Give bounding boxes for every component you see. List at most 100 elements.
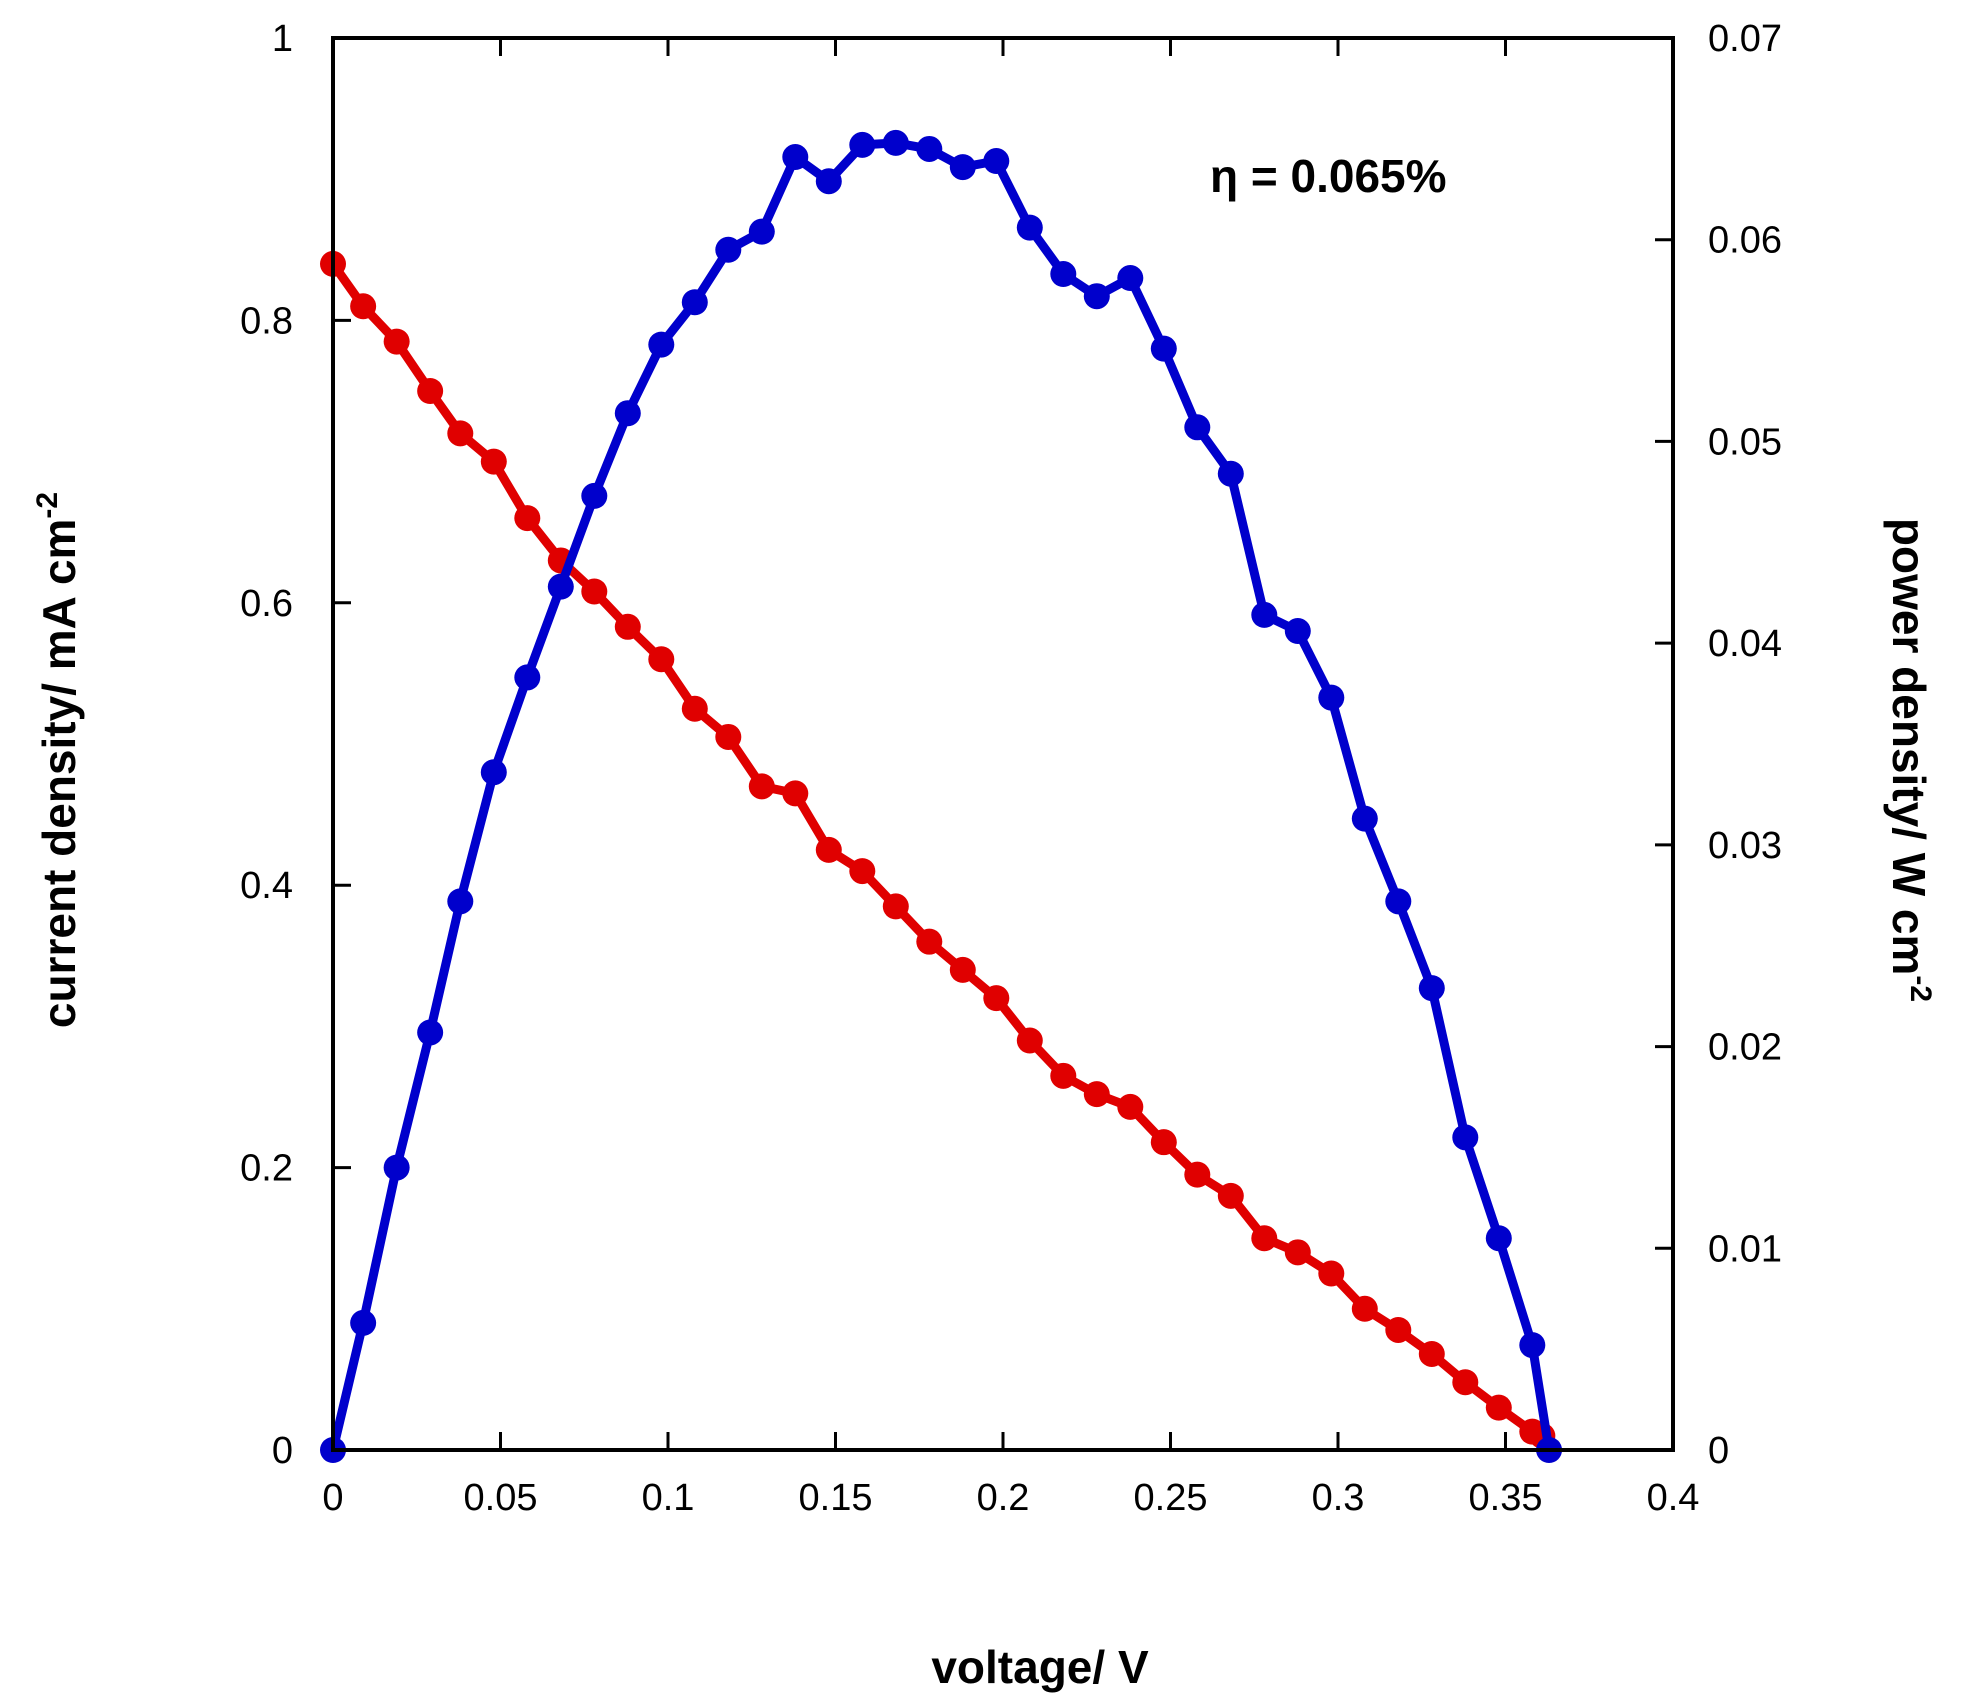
data-point [1284,1239,1311,1266]
x-axis-title: voltage/ V [931,1641,1149,1693]
data-point [480,448,507,475]
y-tick-label: 0.2 [240,1148,293,1190]
y-tick-label: 0.8 [240,300,293,342]
annotation: η = 0.065% [1210,150,1447,202]
series-0 [320,250,1556,1449]
data-point [949,154,976,181]
data-point [1351,805,1378,832]
data-point [1083,283,1110,310]
x-tick-label: 0.1 [642,1477,695,1519]
data-point [614,613,641,640]
data-point [715,723,742,750]
data-point [514,664,541,691]
x-tick-label: 0.35 [1469,1477,1543,1519]
y-axis-title-text: current density/ mA cm [33,519,85,1029]
data-point [1318,1260,1345,1287]
data-point [1251,1225,1278,1252]
data-point [849,131,876,158]
data-point [782,780,809,807]
y-axis-title: current density/ mA cm-2 [31,492,85,1028]
data-point [648,646,675,673]
data-point [748,218,775,245]
y-tick-label: 0 [272,1430,293,1472]
series-line [328,259,1547,1441]
data-point [916,928,943,955]
data-point [1083,1081,1110,1108]
data-point [514,505,541,532]
y2-tick-label: 0.07 [1708,18,1782,60]
data-point [1418,975,1445,1002]
data-point [1150,335,1177,362]
data-point [1117,1093,1144,1120]
data-point [383,1154,410,1181]
y-tick-label: 0.4 [240,865,293,907]
data-point [882,129,909,156]
y-tick-label: 1 [272,18,293,60]
data-point [782,144,809,171]
data-point [1016,214,1043,241]
plot-frame [331,36,1675,1452]
data-point [815,168,842,195]
data-point [1117,265,1144,292]
data-point [447,888,474,915]
data-point [1519,1332,1546,1359]
data-point [581,482,608,509]
series-layer [320,129,1563,1463]
data-point [1184,414,1211,441]
data-point [1050,261,1077,288]
data-point [681,695,708,722]
data-point [648,331,675,358]
data-point [1150,1129,1177,1156]
data-point [849,858,876,885]
y2-tick-label: 0 [1708,1430,1729,1472]
y-tick-label: 0.6 [240,583,293,625]
y2-axis-title-text: power density/ W cm [1883,518,1935,976]
data-point [681,289,708,316]
series-line [328,138,1554,1455]
x-tick-label: 0.05 [464,1477,538,1519]
data-point [480,759,507,786]
data-point [1385,888,1412,915]
data-point [417,1019,444,1046]
data-point [983,985,1010,1012]
data-point [350,1309,377,1336]
data-point [916,135,943,162]
x-tick-label: 0 [322,1477,343,1519]
data-point [949,956,976,983]
data-point [1452,1369,1479,1396]
data-point [1485,1225,1512,1252]
y2-tick-label: 0.04 [1708,623,1782,665]
y2-tick-label: 0.06 [1708,220,1782,262]
data-point [1351,1295,1378,1322]
data-point [350,293,377,320]
data-point [614,400,641,427]
data-point [882,893,909,920]
data-point [815,836,842,863]
data-point [1284,618,1311,645]
y2-tick-label: 0.02 [1708,1027,1782,1069]
y-axis-title-sup: -2 [31,492,64,519]
data-point [1016,1027,1043,1054]
y2-tick-label: 0.01 [1708,1228,1782,1270]
data-point [581,578,608,605]
data-point [715,236,742,263]
data-point [983,148,1010,175]
y2-tick-label: 0.05 [1708,421,1782,463]
x-tick-label: 0.25 [1134,1477,1208,1519]
x-tick-label: 0.2 [977,1477,1030,1519]
y2-axis-title: power density/ W cm-2 [1883,518,1937,1002]
data-point [1452,1124,1479,1151]
x-tick-label: 0.4 [1647,1477,1700,1519]
data-point [1217,1182,1244,1209]
data-point [383,328,410,355]
data-point [1318,684,1345,711]
data-point [1418,1340,1445,1367]
data-point [1385,1316,1412,1343]
axis-layer: 0 0.05 0.1 0.15 0.2 0.25 0.3 0.35 0.400.20.40.60… [240,18,1782,1519]
data-point [1485,1394,1512,1421]
series-1 [320,129,1563,1463]
data-point [447,420,474,447]
data-point [1251,601,1278,628]
x-tick-label: 0.3 [1312,1477,1365,1519]
